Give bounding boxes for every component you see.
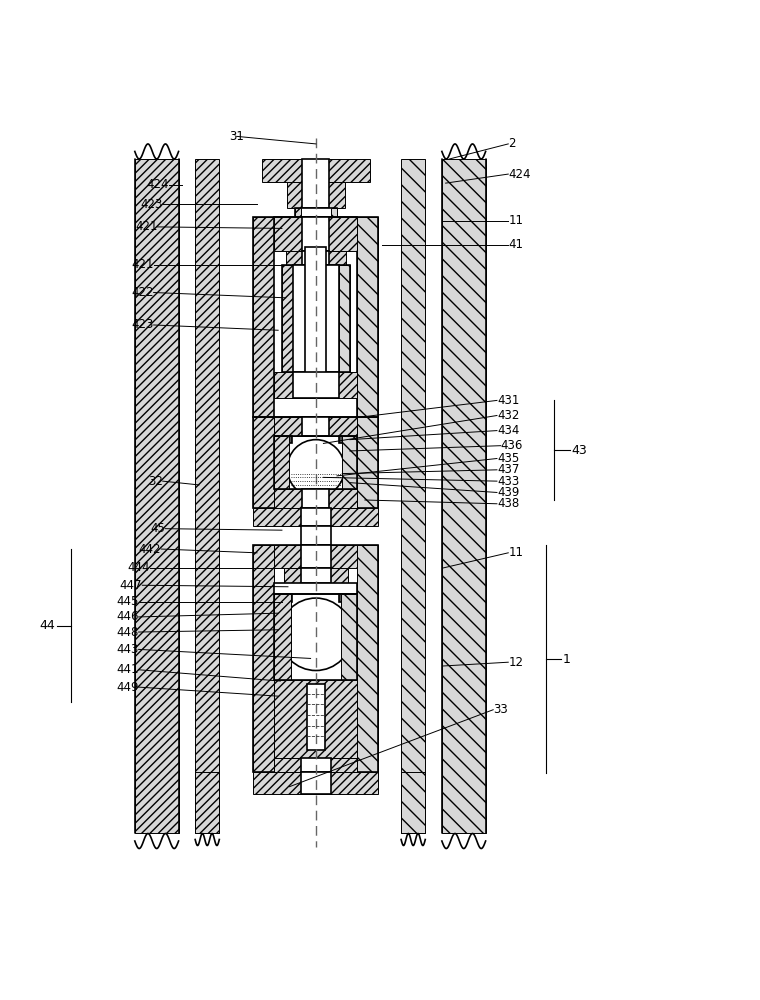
Polygon shape [401, 159, 426, 833]
Polygon shape [339, 594, 356, 602]
Text: 447: 447 [120, 579, 142, 592]
Text: 437: 437 [497, 463, 519, 476]
Polygon shape [302, 251, 329, 265]
Polygon shape [301, 758, 331, 772]
Text: 422: 422 [131, 286, 154, 299]
Text: 424: 424 [146, 178, 169, 191]
Text: 436: 436 [501, 439, 523, 452]
Text: 444: 444 [128, 561, 150, 574]
Polygon shape [357, 545, 378, 772]
Text: 423: 423 [131, 318, 154, 331]
Polygon shape [284, 568, 347, 583]
Text: 45: 45 [150, 522, 165, 535]
Text: 421: 421 [131, 258, 154, 271]
Polygon shape [401, 772, 426, 833]
Text: 439: 439 [497, 486, 519, 499]
Polygon shape [282, 265, 293, 372]
Text: 445: 445 [116, 595, 138, 608]
Text: 441: 441 [116, 663, 138, 676]
Polygon shape [274, 217, 357, 417]
Polygon shape [307, 684, 325, 750]
Text: 421: 421 [135, 220, 157, 233]
Text: 11: 11 [508, 214, 523, 227]
Circle shape [280, 598, 352, 671]
Polygon shape [274, 372, 357, 398]
Text: 32: 32 [148, 475, 163, 488]
Polygon shape [342, 436, 357, 489]
Text: 11: 11 [508, 546, 523, 559]
Polygon shape [357, 217, 378, 417]
Text: 434: 434 [497, 424, 519, 437]
Polygon shape [274, 594, 291, 680]
Polygon shape [357, 417, 378, 508]
Polygon shape [253, 772, 378, 794]
Text: 433: 433 [497, 475, 519, 488]
Polygon shape [261, 159, 370, 182]
Polygon shape [301, 508, 331, 526]
Polygon shape [340, 594, 357, 680]
Polygon shape [302, 489, 329, 508]
Polygon shape [293, 372, 338, 398]
Polygon shape [274, 545, 357, 568]
Polygon shape [301, 568, 331, 583]
Text: 448: 448 [116, 626, 138, 639]
Polygon shape [295, 208, 301, 217]
Text: 424: 424 [508, 168, 530, 181]
Polygon shape [287, 182, 344, 208]
Text: 432: 432 [497, 409, 519, 422]
Polygon shape [274, 583, 357, 594]
Polygon shape [302, 217, 329, 251]
Polygon shape [331, 208, 337, 217]
Polygon shape [286, 251, 346, 265]
Polygon shape [274, 680, 357, 758]
Polygon shape [338, 265, 350, 372]
Polygon shape [253, 508, 378, 526]
Text: 431: 431 [497, 394, 519, 407]
Polygon shape [195, 159, 220, 833]
Polygon shape [442, 159, 486, 833]
Polygon shape [276, 436, 293, 443]
Text: 446: 446 [116, 610, 138, 623]
Text: 12: 12 [508, 656, 523, 669]
Polygon shape [302, 159, 329, 208]
Text: 435: 435 [497, 452, 519, 465]
Polygon shape [274, 758, 357, 772]
Polygon shape [274, 417, 357, 436]
Polygon shape [306, 247, 327, 379]
Text: 33: 33 [493, 703, 508, 716]
Polygon shape [274, 436, 290, 489]
Text: 423: 423 [141, 198, 163, 211]
Text: 43: 43 [572, 444, 587, 457]
Polygon shape [135, 159, 179, 833]
Polygon shape [301, 772, 331, 794]
Polygon shape [253, 417, 274, 508]
Polygon shape [295, 208, 337, 217]
Polygon shape [253, 545, 274, 772]
Text: 449: 449 [116, 681, 138, 694]
Polygon shape [274, 489, 357, 508]
Text: 1: 1 [562, 653, 571, 666]
Polygon shape [276, 594, 293, 602]
Polygon shape [293, 265, 338, 372]
Polygon shape [302, 417, 329, 436]
Polygon shape [253, 217, 274, 417]
Text: 2: 2 [508, 137, 516, 150]
Polygon shape [195, 772, 220, 833]
Circle shape [287, 440, 344, 497]
Polygon shape [301, 545, 331, 568]
Text: 443: 443 [116, 643, 138, 656]
Text: 31: 31 [230, 130, 244, 143]
Polygon shape [301, 526, 331, 545]
Polygon shape [274, 217, 357, 251]
Text: 442: 442 [139, 543, 161, 556]
Polygon shape [339, 436, 356, 443]
Text: 438: 438 [497, 497, 519, 510]
Text: 41: 41 [508, 238, 523, 251]
Text: 44: 44 [40, 619, 55, 632]
